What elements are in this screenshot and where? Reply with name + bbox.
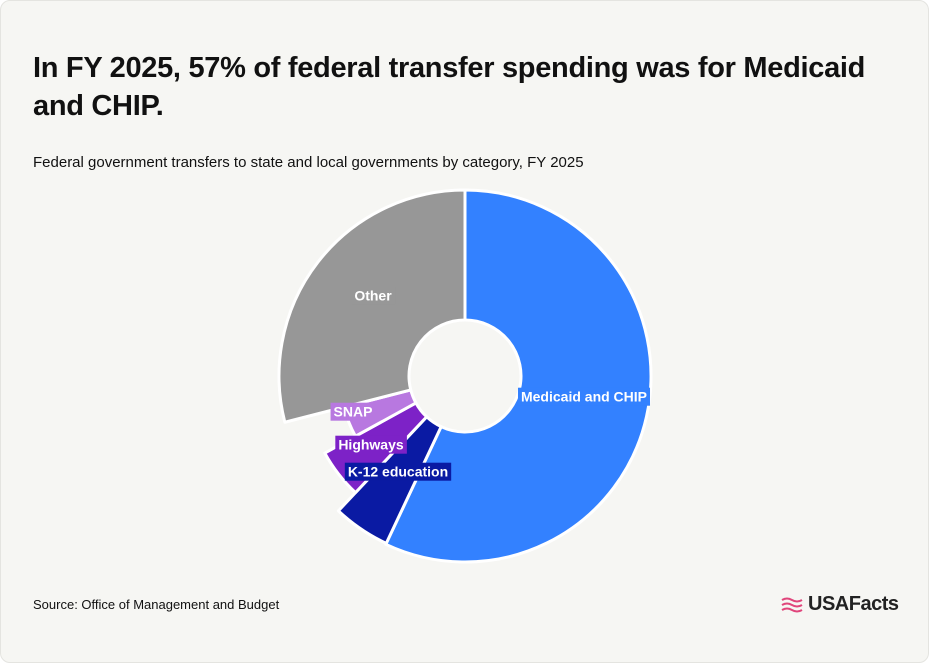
label-bg-other [351, 286, 396, 305]
label-k-12-education: K-12 education [348, 464, 448, 480]
label-highways: Highways [338, 437, 404, 453]
source-note: Source: Office of Management and Budget [33, 597, 280, 612]
label-medicaid-and-chip: Medicaid and CHIP [521, 389, 647, 405]
label-other: Other [354, 288, 392, 304]
donut-slices [277, 188, 653, 564]
brand-name: USAFacts [808, 593, 899, 615]
slice-other [277, 188, 467, 424]
slice-medicaid-and-chip [384, 188, 653, 564]
label-bg-medicaid-and-chip [517, 387, 651, 406]
label-bg-highways [335, 435, 407, 454]
chart-title: In FY 2025, 57% of federal transfer spen… [33, 52, 866, 122]
brand-logo: USAFacts [780, 593, 899, 616]
us-flag-icon [781, 597, 803, 612]
label-bg-k-12-education [344, 462, 452, 481]
donut-labels: Medicaid and CHIP K-12 education Highways S… [330, 286, 651, 481]
label-snap: SNAP [334, 404, 373, 420]
chart-subtitle: Federal government transfers to state an… [33, 154, 584, 171]
label-bg-snap [330, 402, 376, 421]
